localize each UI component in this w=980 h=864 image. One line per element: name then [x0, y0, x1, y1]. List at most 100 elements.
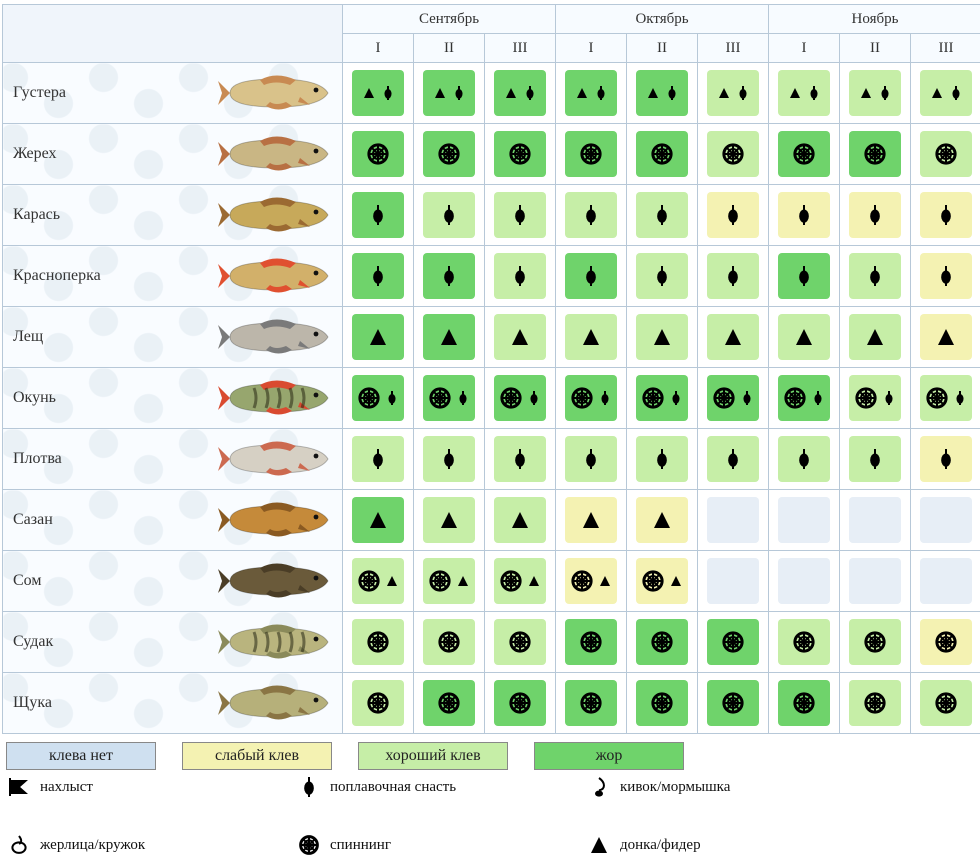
sink-icon	[651, 326, 673, 348]
calendar-cell	[769, 307, 840, 368]
bite-box	[920, 253, 972, 299]
fly-icon	[8, 776, 30, 798]
calendar-cell	[627, 246, 698, 307]
calendar-cell	[485, 612, 556, 673]
sink-icon	[645, 85, 661, 101]
float-icon	[580, 204, 602, 226]
sink-icon	[367, 326, 389, 348]
fish-row: Густера	[3, 63, 980, 124]
calendar-cell	[414, 551, 485, 612]
sink-icon	[668, 573, 684, 589]
calendar-cell	[627, 490, 698, 551]
float-icon	[509, 448, 531, 470]
calendar-cell	[627, 124, 698, 185]
float-icon	[739, 390, 755, 406]
bite-box	[565, 375, 617, 421]
bite-box	[849, 680, 901, 726]
bite-box	[920, 375, 972, 421]
calendar-cell	[840, 124, 911, 185]
bite-box	[849, 70, 901, 116]
calendar-cell	[911, 551, 980, 612]
legend-tackle-item: нахлыст	[8, 776, 228, 798]
calendar-cell	[485, 551, 556, 612]
bite-box	[565, 253, 617, 299]
spin-icon	[366, 630, 390, 654]
sink-icon	[526, 573, 542, 589]
legend-bite-intensity: клева нетслабый клевхороший клевжор	[6, 742, 974, 770]
calendar-cell	[556, 368, 627, 429]
calendar-cell	[769, 429, 840, 490]
spin-icon	[792, 142, 816, 166]
calendar-cell	[556, 612, 627, 673]
fish-row: Плотва	[3, 429, 980, 490]
legend-tackle-label: жерлица/кружок	[40, 837, 145, 854]
month-header: Ноябрь	[769, 5, 980, 34]
decade-header: I	[769, 34, 840, 63]
sink-icon	[361, 85, 377, 101]
calendar-cell	[911, 490, 980, 551]
float-icon	[935, 265, 957, 287]
sink-icon	[580, 509, 602, 531]
float-icon	[380, 85, 396, 101]
legend-tackle-label: спиннинг	[330, 837, 391, 854]
bite-box	[778, 70, 830, 116]
fish-name: Плотва	[13, 450, 62, 467]
sink-icon	[438, 509, 460, 531]
spin-icon	[437, 691, 461, 715]
spin-icon	[934, 142, 958, 166]
float-icon	[722, 204, 744, 226]
bite-box	[494, 314, 546, 360]
calendar-cell	[414, 63, 485, 124]
calendar-cell	[698, 551, 769, 612]
bite-box	[636, 375, 688, 421]
sink-icon	[455, 573, 471, 589]
calendar-cell	[556, 124, 627, 185]
bite-box	[920, 436, 972, 482]
calendar-cell	[627, 63, 698, 124]
sink-icon	[367, 509, 389, 531]
bite-box	[636, 192, 688, 238]
sink-icon	[722, 326, 744, 348]
spin-icon	[357, 569, 381, 593]
calendar-cell	[911, 368, 980, 429]
corner-cell	[3, 5, 343, 63]
bite-box	[494, 375, 546, 421]
calendar-cell	[840, 551, 911, 612]
bite-box	[849, 253, 901, 299]
float-icon	[593, 85, 609, 101]
bite-box	[707, 253, 759, 299]
fish-name-cell: Жерех	[3, 124, 343, 185]
spin-icon	[641, 386, 665, 410]
bite-box	[565, 70, 617, 116]
float-icon	[864, 448, 886, 470]
fish-row: Лещ	[3, 307, 980, 368]
sink-icon	[864, 326, 886, 348]
sink-icon	[384, 573, 400, 589]
bite-box	[494, 70, 546, 116]
fish-name-cell: Окунь	[3, 368, 343, 429]
bite-box	[920, 314, 972, 360]
fish-icon	[216, 256, 336, 296]
calendar-cell	[627, 185, 698, 246]
fish-icon	[216, 500, 336, 540]
bite-box	[423, 558, 475, 604]
legend-tackle-item: поплавочная снасть	[298, 776, 518, 798]
calendar-cell	[840, 185, 911, 246]
sink-icon	[509, 326, 531, 348]
calendar-cell	[840, 429, 911, 490]
calendar-cell	[343, 490, 414, 551]
bite-box	[920, 131, 972, 177]
fish-icon	[216, 622, 336, 662]
spoon-icon	[8, 834, 30, 856]
spin-icon	[579, 630, 603, 654]
calendar-cell	[911, 673, 980, 734]
float-icon	[367, 265, 389, 287]
float-icon	[793, 204, 815, 226]
sink-icon	[787, 85, 803, 101]
float-icon	[597, 390, 613, 406]
float-icon	[668, 390, 684, 406]
bite-box	[494, 680, 546, 726]
bite-box	[423, 314, 475, 360]
decade-header: III	[485, 34, 556, 63]
fish-name: Щука	[13, 694, 52, 711]
